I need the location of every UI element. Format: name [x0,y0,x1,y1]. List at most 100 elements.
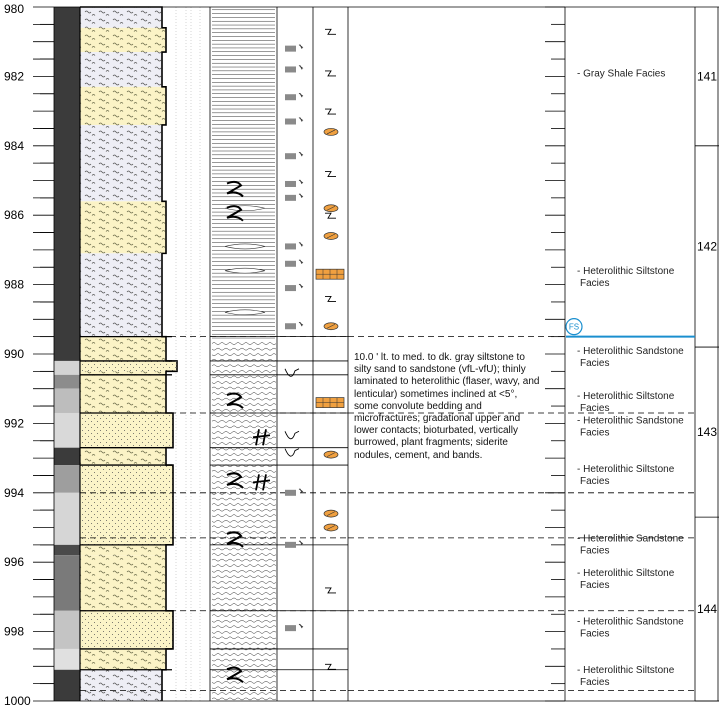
plant-fragment-symbol [298,259,304,264]
facies-label: - Heterolithic Sandstone [577,617,684,628]
wavy-lamination [211,614,277,617]
depth-label: 986 [4,208,24,222]
gamma-band [54,555,80,611]
burrow-symbol [325,587,336,594]
siderite-nodule-symbol [326,233,336,239]
wavy-lamination [211,425,277,429]
wavy-lamination [211,403,277,406]
lithology-bed-shale [80,52,162,87]
vertical-burrow-mark [252,429,271,446]
facies-label: - Heterolithic Sandstone [577,346,684,357]
facies-column: - Gray Shale Facies - Heterolithic Siltst… [577,68,684,688]
wavy-lamination [211,658,277,662]
lithology-bed-sand [80,610,173,649]
depth-label: 988 [4,278,24,292]
wavy-lamination [211,353,277,356]
plant-fragment-symbol [285,541,296,548]
lithology-bed-silt [80,555,166,611]
wavy-lamination [211,436,277,440]
wavy-lamination [211,386,277,390]
wavy-lamination [211,692,277,695]
core-number: 143 [697,425,717,439]
gamma-band [54,7,80,361]
lithology-bed-sand [80,412,173,448]
siderite-nodule-symbol [326,525,336,530]
flooding-surface-marker [565,318,583,336]
wavy-lamination [211,514,277,517]
facies-label: - Heterolithic Siltstone [577,568,675,579]
wavy-lamination [211,408,277,412]
gamma-band [54,374,80,389]
plant-fragment-symbol [285,489,296,496]
facies-label: Facies [580,278,609,289]
wavy-lamination [211,453,277,456]
wavy-lamination [211,531,277,534]
wavy-lamination [211,370,277,373]
gamma-band [54,648,80,670]
siderite-nodule-symbol [326,205,336,211]
wavy-lamination [211,575,277,579]
facies-label: Facies [580,403,609,414]
gamma-band [54,492,80,545]
wavy-lamination [211,497,277,501]
wavy-lamination [211,381,277,384]
lithology-bed-silt [80,374,166,413]
facies-label: - Heterolithic Siltstone [577,665,675,676]
plant-fragment-symbol [298,151,304,157]
depth-label: 980 [4,2,24,16]
wavy-lamination [211,592,277,595]
wavy-lamination [211,569,277,573]
wavy-lamination [211,642,277,645]
lithology-bed-sand [80,360,177,372]
lithology-bed-shale [80,669,162,701]
burrow-symbol [325,28,336,35]
depth-label: 1000 [4,694,31,708]
facies-label: Facies [580,545,609,556]
lithology-description: 10.0 ' lt. to med. to dk. gray siltstone… [354,352,540,461]
plant-fragment-symbol [298,283,304,289]
plant-fragment-symbol [298,488,304,493]
plant-fragment-symbol [298,242,304,247]
wavy-lamination [211,631,277,634]
wavy-lamination [211,553,277,556]
siderite-nodule-symbol [326,511,336,516]
wavy-lamination [211,669,277,673]
lithology-bed-silt [80,447,166,466]
plant-fragment-symbol [285,243,296,250]
depth-label: 998 [4,625,24,639]
plant-fragment-symbol [298,623,304,629]
siderite-nodule-symbol [326,452,336,457]
lithology-bed-silt [80,371,166,375]
wavy-lamination [211,653,277,656]
depth-label: 992 [4,416,24,430]
convolute-bedding-mark [226,180,244,198]
depth-label: 994 [4,486,24,500]
core-number: 144 [697,602,717,616]
burrow-symbol [325,70,336,77]
plant-fragment-symbol [285,323,296,330]
wavy-lamination [211,619,277,623]
siderite-nodule-symbol [326,323,336,329]
wavy-lamination [211,558,277,562]
wavy-lamination [211,392,277,395]
siderite-nodule-symbol [326,129,336,135]
convolute-bedding-mark [226,531,244,548]
plant-fragment-symbol [298,117,304,122]
convolute-bedding-mark [226,392,244,409]
wavy-lamination [211,375,277,379]
escape-trace-symbol [284,368,300,377]
facies-label: Facies [580,476,609,487]
wavy-lamination [211,625,277,628]
gamma-band [54,669,80,701]
wavy-lamination [211,697,277,701]
wavy-lamination [211,397,277,401]
wavy-lamination [211,342,277,345]
core-number-column: 141 142 143 144 [695,69,719,702]
plant-fragment-symbol [298,540,304,546]
lithology-bed-silt [80,201,166,254]
plant-fragment-symbol [285,66,296,73]
lenticular-bedding [224,309,266,316]
core-number: 142 [697,239,717,253]
plant-fragment-symbol [298,92,304,98]
plant-fragment-symbol [298,193,304,199]
